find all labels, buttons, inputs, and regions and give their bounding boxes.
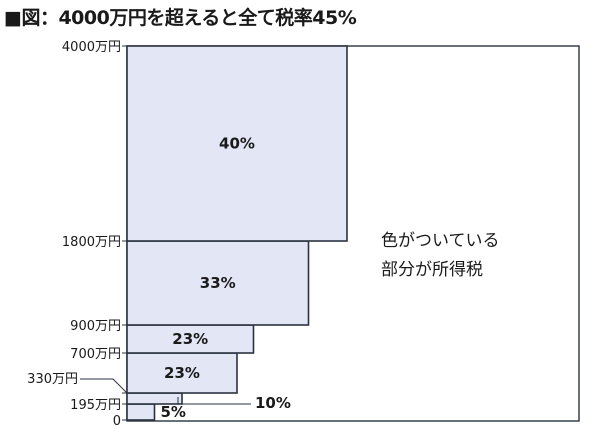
bracket-bar-40pct-5: [126, 45, 348, 242]
y-tick-label-2: 330万円: [27, 372, 78, 387]
note-line-1: 色がついている: [381, 231, 500, 251]
note-line-2: 部分が所得税: [381, 260, 483, 280]
leader-line-1: [177, 397, 251, 405]
bracket-bar-33pct-4: [126, 240, 310, 326]
y-tick-label-0: 0: [113, 414, 121, 429]
rate-label-1: 10%: [255, 394, 291, 412]
rate-label-2: 23%: [164, 364, 200, 382]
rate-label-5: 40%: [219, 135, 255, 153]
y-tick-label-5: 1800万円: [62, 235, 121, 250]
rate-label-3: 23%: [172, 330, 208, 348]
y-tick-label-6: 4000万円: [62, 40, 121, 55]
bracket-bar-23pct-2: [126, 352, 238, 394]
bracket-bar-5pct-0: [126, 403, 156, 421]
y-tick-label-4: 900万円: [70, 319, 121, 334]
chart-title: ■図：4000万円を超えると全て税率45%: [4, 7, 357, 29]
y-tick-label-1: 195万円: [70, 398, 121, 413]
y-tick-label-3: 700万円: [70, 347, 121, 362]
rate-label-4: 33%: [200, 274, 236, 292]
y-tick-leader-2: [80, 378, 128, 394]
rate-label-0: 5%: [161, 403, 186, 421]
